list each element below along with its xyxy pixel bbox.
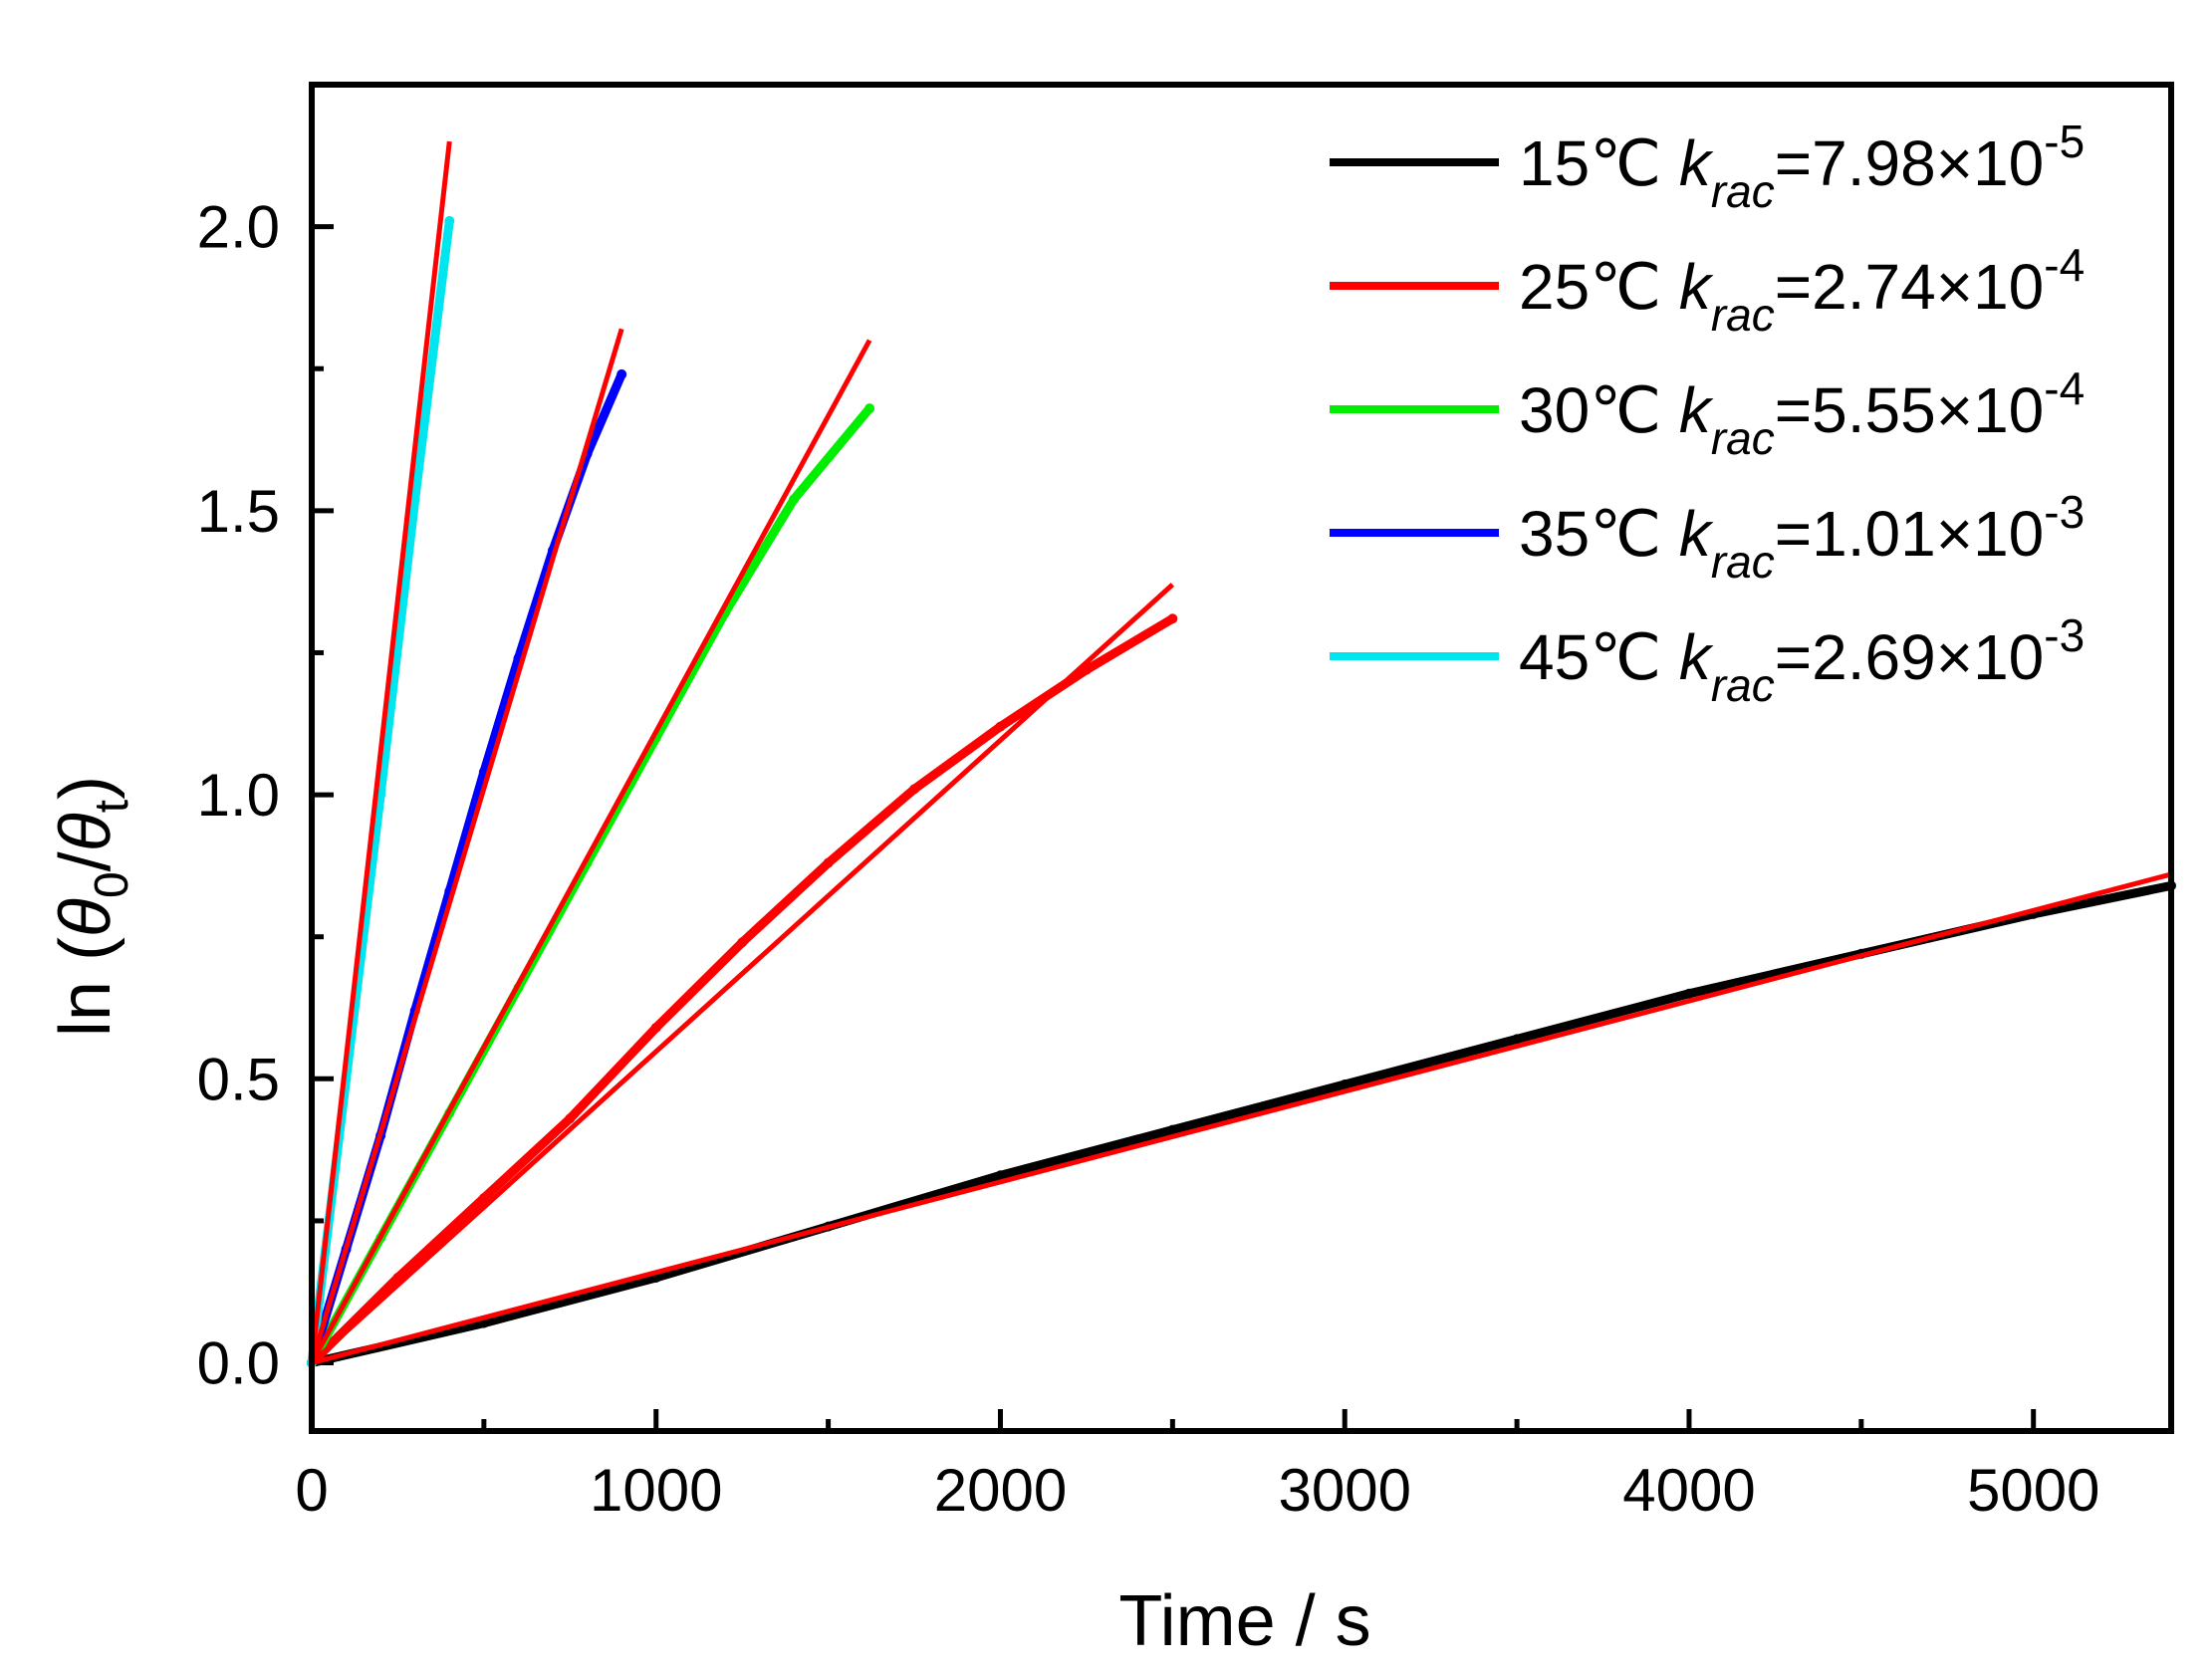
fit-line-3: [309, 328, 624, 1364]
legend-k-value: =7.98×10: [1775, 127, 2045, 199]
x-tick-label: 5000: [1967, 1457, 2099, 1524]
series-point-0: [1512, 1034, 1523, 1045]
fit-line-1: [310, 583, 1175, 1365]
legend-k-value: =2.69×10: [1775, 621, 2045, 693]
legend-entry: 35℃ krac=1.01×10-3: [1519, 486, 2085, 588]
legend-temp: 30℃: [1519, 374, 1679, 446]
y-axis-title-prefix: ln (: [46, 937, 125, 1037]
series-point-3: [616, 368, 627, 379]
legend-k-sub: rac: [1711, 536, 1775, 588]
x-tick-label: 4000: [1622, 1457, 1755, 1524]
y-axis-title-slash: /: [46, 851, 125, 871]
legend-k-symbol: k: [1679, 251, 1714, 323]
y-axis-title-sub0: 0: [86, 871, 138, 898]
series-point-0: [1683, 988, 1694, 999]
legend-k-symbol: k: [1679, 498, 1714, 570]
plot-frame: [309, 82, 2174, 1434]
y-axis-title-theta0: θ: [46, 898, 125, 937]
y-axis-title-subt: t: [86, 800, 138, 813]
legend-k-symbol: k: [1679, 127, 1714, 199]
fit-lines-layer: [309, 140, 2172, 1365]
series-point-1: [823, 857, 834, 868]
y-axis-ticks: 0.0 0.5 1.0 1.5 2.0: [197, 194, 334, 1397]
series-point-1: [1167, 613, 1178, 624]
y-tick-label: 2.0: [197, 194, 280, 261]
x-tick-label: 0: [295, 1457, 328, 1524]
series-point-1: [478, 1193, 489, 1204]
series-point-1: [565, 1113, 576, 1124]
legend-k-symbol: k: [1679, 374, 1714, 446]
legend-k-exp: -3: [2044, 486, 2085, 538]
series-point-0: [995, 1170, 1006, 1181]
series-point-1: [650, 1022, 661, 1033]
x-axis-ticks: 0 1000 2000 3000 4000 5000: [295, 1409, 2099, 1524]
y-tick-label: 1.0: [197, 762, 280, 829]
fit-line-0: [311, 871, 2172, 1365]
legend-k-value: =5.55×10: [1775, 374, 2045, 446]
legend: 15℃ krac=7.98×10-525℃ krac=2.74×10-430℃ …: [1330, 116, 2085, 711]
legend-k-value: =2.74×10: [1775, 251, 2045, 323]
legend-k-sub: rac: [1711, 412, 1775, 464]
y-axis-title: ln (θ0/θt): [46, 776, 138, 1037]
legend-k-symbol: k: [1679, 621, 1714, 693]
legend-temp: 15℃: [1519, 127, 1679, 199]
series-point-0: [1340, 1079, 1351, 1090]
y-tick-label: 0.0: [197, 1330, 280, 1397]
series-point-0: [1167, 1124, 1178, 1135]
y-axis-title-suffix: ): [46, 776, 125, 800]
legend-k-exp: -5: [2044, 116, 2085, 167]
legend-entry: 15℃ krac=7.98×10-5: [1519, 116, 2085, 217]
fit-line-2: [309, 339, 872, 1364]
legend-k-exp: -4: [2044, 362, 2085, 414]
legend-temp: 25℃: [1519, 251, 1679, 323]
legend-k-value: =1.01×10: [1775, 498, 2045, 570]
legend-entry: 30℃ krac=5.55×10-4: [1519, 362, 2085, 464]
y-tick-label: 1.5: [197, 478, 280, 545]
series-point-4: [409, 494, 420, 505]
legend-temp: 45℃: [1519, 621, 1679, 693]
legend-k-sub: rac: [1711, 289, 1775, 341]
legend-entry: 25℃ krac=2.74×10-4: [1519, 239, 2085, 341]
legend-temp: 35℃: [1519, 498, 1679, 570]
legend-k-exp: -4: [2044, 239, 2085, 291]
series-point-2: [789, 494, 800, 505]
legend-entry: 45℃ krac=2.69×10-3: [1519, 609, 2085, 711]
x-tick-label: 3000: [1278, 1457, 1410, 1524]
x-tick-label: 2000: [934, 1457, 1067, 1524]
fit-line-4: [309, 140, 452, 1363]
legend-k-sub: rac: [1711, 659, 1775, 711]
y-axis-title-thetat: θ: [46, 813, 125, 851]
x-tick-label: 1000: [590, 1457, 722, 1524]
series-point-1: [995, 721, 1006, 732]
legend-k-exp: -3: [2044, 609, 2085, 661]
legend-k-sub: rac: [1711, 165, 1775, 217]
series-point-4: [444, 215, 455, 226]
series-point-1: [737, 937, 748, 948]
y-tick-label: 0.5: [197, 1046, 280, 1112]
series-point-1: [909, 784, 920, 795]
x-axis-title: Time / s: [1118, 1581, 1370, 1661]
series-point-2: [864, 403, 875, 414]
